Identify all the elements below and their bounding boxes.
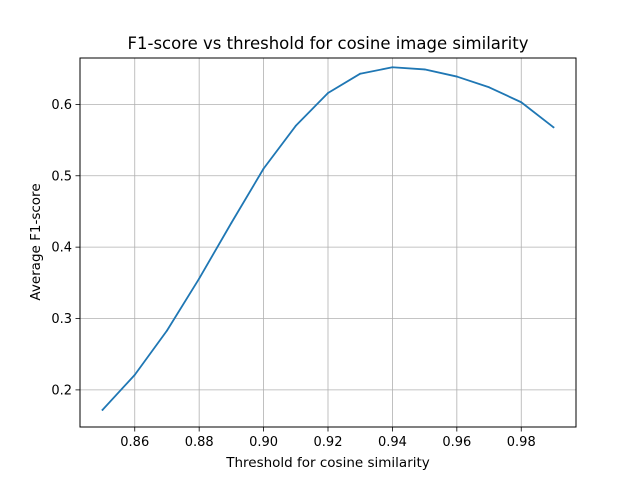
data-point [520,101,523,104]
data-point [455,75,458,78]
data-point [133,374,136,376]
data-point [391,66,394,69]
y-tick-label: 0.5 [51,169,72,184]
data-point [230,221,233,224]
data-point [423,68,426,71]
gridlines [80,58,576,427]
data-point [198,277,201,280]
x-axis-label: Threshold for cosine similarity [225,455,430,471]
data-point [327,92,329,94]
x-tick-label: 0.88 [185,435,214,450]
data-point [552,126,555,129]
data-point [488,86,490,89]
series-layer [101,66,555,412]
y-tick-label: 0.6 [51,98,72,113]
chart-title: F1-score vs threshold for cosine image s… [128,34,529,53]
x-tick-label: 0.92 [314,435,343,450]
y-tick-label: 0.3 [51,312,72,327]
data-point [101,408,104,411]
x-tick-label: 0.94 [378,435,407,450]
y-axis-label: Average F1-score [28,183,44,300]
x-tick-label: 0.86 [120,435,149,450]
x-tick-label: 0.90 [249,435,278,450]
axis-ticks: 0.86 0.88 0.90 0.92 0.94 0.96 0.98 0.2 0.3 0.4 0.5… [51,98,535,450]
data-point [262,167,265,170]
data-point [294,124,297,127]
data-point [166,329,168,332]
y-tick-label: 0.2 [51,383,72,398]
y-tick-label: 0.4 [51,241,72,256]
x-tick-label: 0.98 [507,435,536,450]
x-tick-label: 0.96 [442,435,471,450]
data-point [359,72,362,75]
